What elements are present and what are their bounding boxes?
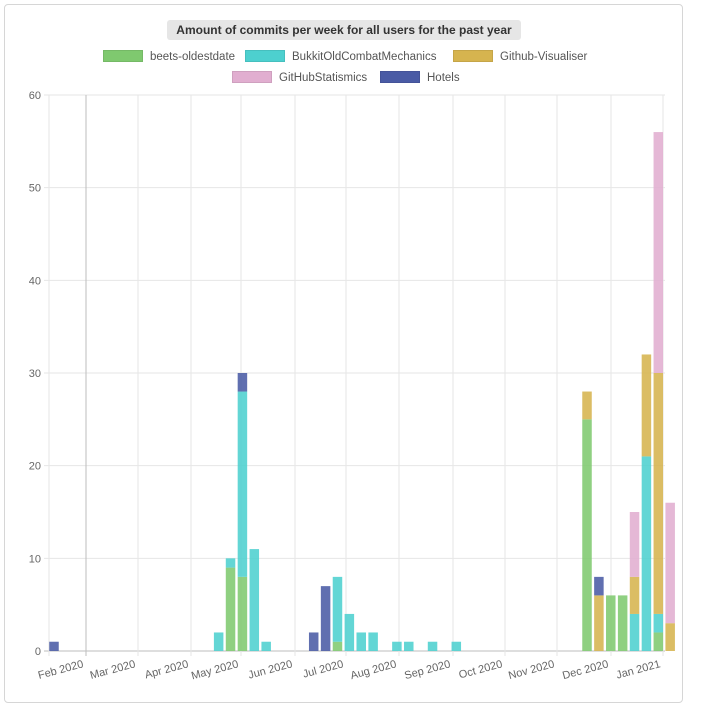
x-tick-label: Nov 2020 [507,658,556,682]
bar-bukkitoldcombatmechanics [427,641,438,651]
legend-label: GitHubStatismics [279,72,368,84]
bar-bukkitoldcombatmechanics [392,641,402,651]
y-tick-label: 0 [35,646,41,658]
bar-githubstatismics [665,502,675,624]
bar-githubstatismics [629,512,640,577]
y-tick-label: 40 [29,275,41,287]
chart-card [4,4,683,703]
x-tick-label: Feb 2020 [37,658,85,682]
bar-github-visualiser [653,373,664,614]
legend-item-bukkitoldcombatmechanics[interactable]: BukkitOldCombatMechanics [245,50,436,64]
bar-bukkitoldcombatmechanics [261,641,271,651]
bar-hotels [237,373,248,392]
y-tick-label: 50 [29,183,41,195]
x-tick-label: Jan 2021 [615,658,662,681]
x-tick-label: Jul 2020 [301,658,344,680]
bar-bukkitoldcombatmechanics [629,613,640,651]
y-tick-label: 60 [29,90,41,102]
bar-beets-oldestdate [606,595,616,651]
bars [49,132,675,651]
legend-item-github-visualiser[interactable]: Github-Visualiser [453,50,587,64]
legend-swatch [380,71,420,83]
bar-bukkitoldcombatmechanics [368,632,378,651]
bar-github-visualiser [582,391,592,420]
bar-bukkitoldcombatmechanics [451,641,462,651]
bar-bukkitoldcombatmechanics [237,391,248,577]
bar-bukkitoldcombatmechanics [213,632,224,651]
bar-github-visualiser [594,595,604,651]
bar-bukkitoldcombatmechanics [404,641,414,651]
legend-item-beets-oldestdate[interactable]: beets-oldestdate [103,50,235,64]
x-tick-label: Apr 2020 [144,658,190,681]
bar-githubstatismics [653,132,664,373]
bar-bukkitoldcombatmechanics [332,576,343,642]
x-tick-label: Oct 2020 [458,658,504,681]
chart-title: Amount of commits per week for all users… [167,20,521,40]
legend-swatch [103,50,143,62]
legend-label: BukkitOldCombatMechanics [292,51,437,63]
bar-github-visualiser [629,576,640,614]
bar-beets-oldestdate [237,576,248,651]
legend-label: Github-Visualiser [500,51,588,63]
legend-swatch [245,50,285,62]
x-tick-label: Sep 2020 [403,658,452,682]
bar-beets-oldestdate [332,641,343,651]
bar-bukkitoldcombatmechanics [225,558,236,568]
x-axis: Feb 2020 Mar 2020 Apr 2020 May 2020 Jun 2020… [37,658,662,682]
bar-beets-oldestdate [617,595,628,651]
y-tick-label: 30 [29,368,41,380]
legend-item-githubstatismics[interactable]: GitHubStatismics [232,71,367,85]
bar-github-visualiser [641,354,652,457]
x-tick-label: Aug 2020 [349,658,398,682]
legend-label: beets-oldestdate [150,51,236,63]
legend-swatch [453,50,493,62]
bar-bukkitoldcombatmechanics [641,456,652,651]
bar-hotels [320,586,331,651]
bar-beets-oldestdate [225,567,236,651]
y-axis: 0 10 20 30 40 50 60 [29,90,41,658]
x-tick-label: Mar 2020 [89,658,137,682]
bar-bukkitoldcombatmechanics [249,549,260,651]
bar-github-visualiser [665,623,675,651]
bar-bukkitoldcombatmechanics [653,613,664,633]
bar-bukkitoldcombatmechanics [356,632,366,651]
x-tick-label: Dec 2020 [561,658,610,682]
grid [44,94,665,656]
bar-hotels [49,641,59,651]
y-tick-label: 10 [29,553,41,565]
bar-bukkitoldcombatmechanics [344,613,355,651]
legend-label: Hotels [427,72,460,84]
bar-hotels [594,576,604,596]
x-tick-label: May 2020 [190,658,240,682]
legend-swatch [232,71,272,83]
y-tick-label: 20 [29,461,41,473]
x-tick-label: Jun 2020 [247,658,294,681]
bar-beets-oldestdate [582,419,592,651]
bar-beets-oldestdate [653,632,664,651]
bar-hotels [308,632,319,651]
legend-item-hotels[interactable]: Hotels [380,71,460,85]
